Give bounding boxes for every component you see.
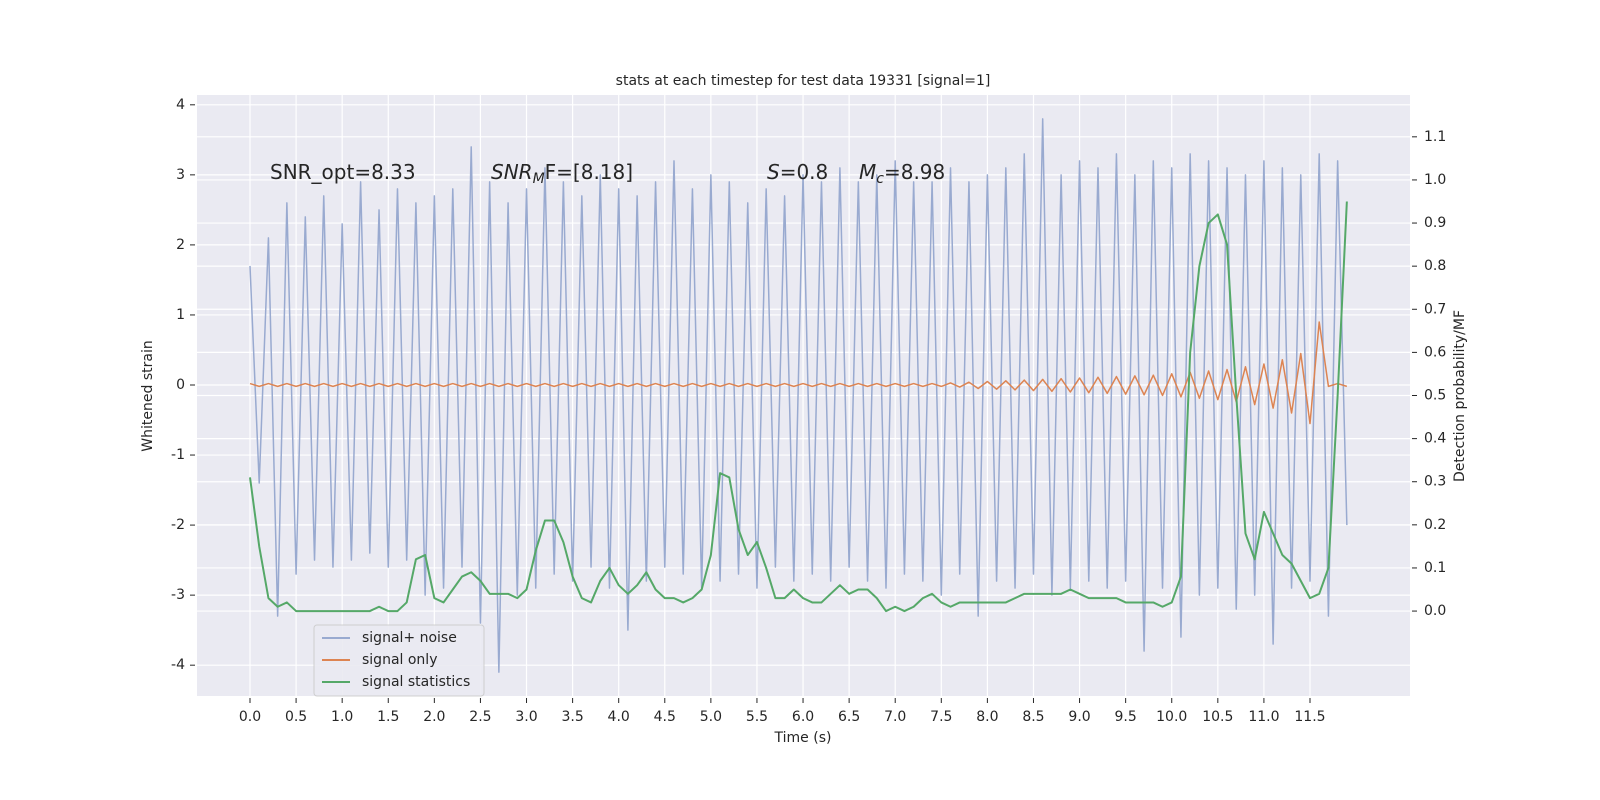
x-tick-label: 1.0 [331,709,353,725]
y-tick-label: 0 [176,377,185,393]
y2-tick-label: 0.5 [1424,388,1446,404]
annotation-rest: F=[8.18] [545,160,633,184]
legend-box [313,624,485,697]
x-tick-label: 5.0 [700,709,722,725]
annotation-main: M [859,160,876,184]
annotation: S=0.8 [767,160,828,184]
y2-tick-label: 0.6 [1424,344,1446,360]
y2-tick-label: 0.7 [1424,301,1446,317]
x-tick-label: 4.0 [608,709,630,725]
y-tick-label: -4 [171,657,185,673]
x-tick-label: 11.0 [1248,709,1279,725]
y-tick-label: 3 [176,167,185,183]
annotation-rest: =8.98 [884,160,945,184]
x-tick-label: 10.0 [1156,709,1187,725]
y2-tick-label: 0.0 [1424,603,1446,619]
series-line [249,321,1348,425]
x-tick-label: 3.5 [561,709,583,725]
y2-tick-label: 0.3 [1424,474,1446,490]
y2-tick-label: 0.2 [1424,517,1446,533]
series-line [249,118,1348,673]
annotation: SNRMF=[8.18] [491,160,633,188]
x-tick-label: 1.5 [377,709,399,725]
x-tick-label: 7.0 [884,709,906,725]
annotation-main: SNR_opt=8.33 [270,160,416,184]
x-tick-label: 7.5 [930,709,952,725]
x-tick-label: 9.0 [1068,709,1090,725]
x-tick-label: 6.0 [792,709,814,725]
y-tick-label: -3 [171,587,185,603]
x-tick-label: 8.0 [976,709,998,725]
x-tick-label: 11.5 [1294,709,1325,725]
y2-tick-label: 1.1 [1424,129,1446,145]
x-tick-label: 4.5 [654,709,676,725]
annotation-sub: M [533,171,545,187]
annotation-rest: =0.8 [780,160,829,184]
annotation-main: SNR [491,160,533,184]
x-tick-label: 2.0 [423,709,445,725]
y2-tick-label: 0.4 [1424,431,1446,447]
x-tick-label: 8.5 [1022,709,1044,725]
y2-axis-label: Detection probability/MF [1452,310,1468,482]
y2-tick-label: 0.1 [1424,560,1446,576]
chart-title: stats at each timestep for test data 193… [616,73,991,89]
x-axis-label: Time (s) [774,730,832,746]
legend-label: signal only [362,652,437,668]
legend-label: signal+ noise [362,630,457,646]
annotation: Mc=8.98 [859,160,945,188]
y-tick-label: -2 [171,517,185,533]
y2-tick-label: 0.9 [1424,215,1446,231]
y2-tick-label: 0.8 [1424,258,1446,274]
x-tick-label: 0.5 [285,709,307,725]
series-line [249,201,1348,613]
y-tick-label: 4 [176,97,185,113]
x-tick-label: 0.0 [239,709,261,725]
x-tick-label: 6.5 [838,709,860,725]
y-tick-label: 1 [176,307,185,323]
y2-tick-label: 1.0 [1424,172,1446,188]
x-tick-label: 10.5 [1202,709,1233,725]
y-tick-label: -1 [171,447,185,463]
annotation-main: S [767,160,780,184]
y-axis-label: Whitened strain [140,340,156,451]
x-tick-label: 3.0 [515,709,537,725]
x-tick-label: 9.5 [1115,709,1137,725]
annotation-sub: c [876,171,884,187]
x-tick-label: 2.5 [469,709,491,725]
y-tick-label: 2 [176,237,185,253]
legend-label: signal statistics [362,674,470,690]
x-tick-label: 5.5 [746,709,768,725]
annotation: SNR_opt=8.33 [270,160,416,184]
